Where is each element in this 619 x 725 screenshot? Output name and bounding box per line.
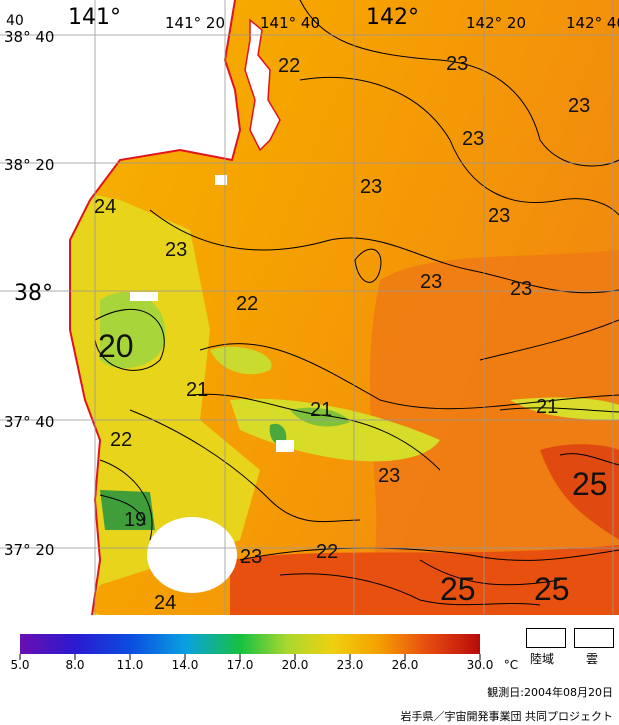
- cloud-patch: [147, 517, 237, 593]
- color-scale-bar: [19, 634, 481, 660]
- isotherm-label: 23: [360, 176, 382, 198]
- cloud-key-label: 雲: [586, 652, 599, 666]
- isotherm-label: 19: [124, 509, 146, 531]
- scale-tick-label: 26.0: [391, 658, 419, 672]
- isotherm-label: 23: [165, 239, 187, 261]
- isotherm-label: 23: [240, 546, 262, 568]
- warm-zone-southeast: [540, 444, 619, 540]
- cloud-patch-north: [130, 292, 158, 301]
- scale-tick-label: 23.0: [336, 658, 364, 672]
- corner-lon-label: 40: [6, 13, 24, 29]
- legend: 5.0 8.0 11.0 14.0 17.0 20.0 23.0 26.0 30…: [0, 628, 619, 725]
- isotherm-label: 23: [510, 278, 532, 300]
- graticule: [0, 0, 619, 615]
- isotherm-label: 23: [420, 271, 442, 293]
- coastline: [69, 0, 242, 615]
- isotherm-label: 22: [316, 541, 338, 563]
- lon-label-141-20: 141° 20: [165, 14, 225, 32]
- scale-unit-label: °C: [503, 658, 519, 672]
- cool-zone-7: [269, 423, 287, 446]
- scale-tick-label: 5.0: [10, 658, 30, 672]
- land-area: [0, 0, 240, 615]
- land-key-box: [526, 628, 566, 648]
- isotherm-label: 25: [440, 571, 476, 607]
- scale-tick-label: 8.0: [65, 658, 85, 672]
- coastline-north-islands: [244, 18, 281, 152]
- isotherm-label: 25: [572, 466, 608, 502]
- isotherm-label: 22: [236, 293, 258, 315]
- isotherm-labels: 22 23 23 23 23 24 23 22 23 23 23 20 21 2…: [94, 53, 608, 614]
- scale-tick-label: 11.0: [116, 658, 144, 672]
- cloud-patch-small: [276, 440, 294, 452]
- lat-label-37-20: 37° 20: [4, 541, 54, 559]
- isotherm-label: 24: [154, 592, 176, 614]
- isotherm-label: 23: [378, 465, 400, 487]
- isotherm-label: 22: [278, 55, 300, 77]
- lat-label-38-40: 38° 40: [4, 28, 54, 46]
- isotherm-label: 23: [488, 205, 510, 227]
- scale-tick-label: 17.0: [226, 658, 254, 672]
- lat-label-37-40: 37° 40: [4, 413, 54, 431]
- sst-map: 40 141° 141° 20 141° 40 142° 142° 20 142…: [0, 0, 619, 615]
- cloud-patch-north-2: [215, 175, 227, 185]
- lon-label-142: 142°: [366, 5, 419, 30]
- lon-label-141: 141°: [68, 5, 121, 30]
- isotherm-label: 20: [98, 328, 134, 364]
- isotherm-label: 24: [94, 196, 116, 218]
- scale-tick-label: 20.0: [281, 658, 309, 672]
- land-key-label: 陸域: [530, 652, 555, 666]
- lat-label-38: 38°: [14, 281, 53, 306]
- lat-label-38-20: 38° 20: [4, 156, 54, 174]
- isotherm-label: 22: [110, 429, 132, 451]
- cloud-key-box: [574, 628, 614, 648]
- isotherm-label: 23: [462, 128, 484, 150]
- credit-text: 岩手県／宇宙開発事業団 共同プロジェクト: [400, 710, 614, 723]
- scale-tick-label: 30.0: [466, 658, 494, 672]
- scale-tick-label: 14.0: [171, 658, 199, 672]
- cool-zone-4: [100, 490, 155, 530]
- isotherm-label: 25: [534, 571, 570, 607]
- lon-label-142-20: 142° 20: [466, 14, 526, 32]
- isotherm-label: 23: [446, 53, 468, 75]
- lon-label-141-40: 141° 40: [260, 14, 320, 32]
- observation-date: 観測日:2004年08月20日: [487, 686, 613, 699]
- isotherm-label: 23: [568, 95, 590, 117]
- isotherm-label: 21: [186, 379, 208, 401]
- isotherm-label: 21: [310, 399, 332, 421]
- isotherm-label: 21: [536, 396, 558, 418]
- warm-zone-south: [230, 545, 619, 615]
- lon-label-142-40: 142° 40: [566, 14, 619, 32]
